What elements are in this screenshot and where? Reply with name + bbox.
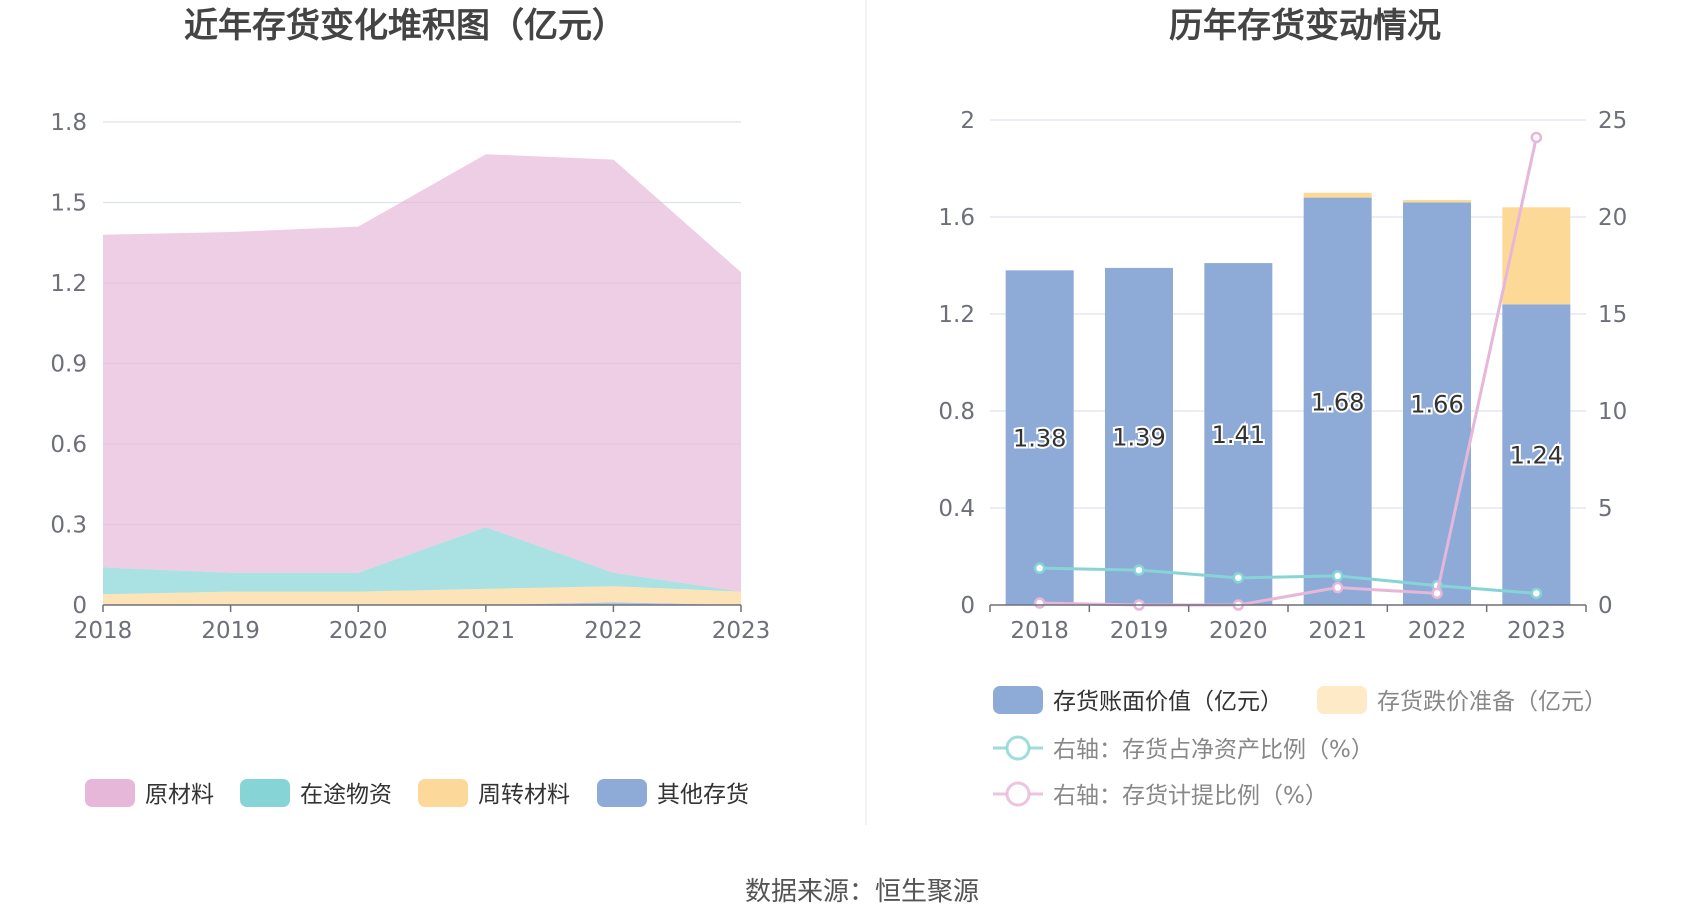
line-point <box>1033 597 1046 609</box>
left-legend-swatch <box>597 779 647 807</box>
left-x-tick-label: 2021 <box>457 618 516 644</box>
line-point <box>1530 131 1543 144</box>
line-point <box>1530 587 1543 600</box>
right-x-tick-label: 2023 <box>1507 618 1566 644</box>
right-y-tick-label: 2 <box>960 108 975 134</box>
left-y-tick-label: 1.5 <box>50 191 87 217</box>
right-y-tick-label: 0.4 <box>938 496 975 522</box>
left-y-tick-label: 1.2 <box>50 271 87 297</box>
area-1 <box>103 586 741 605</box>
right-x-tick-label: 2021 <box>1308 618 1367 644</box>
bar-data-label: 1.24 <box>1510 442 1563 470</box>
right-x-tick-label: 2018 <box>1010 618 1069 644</box>
right-y2-tick-label: 0 <box>1598 593 1613 619</box>
right-x-tick-label: 2020 <box>1209 618 1268 644</box>
bar-data-label: 1.68 <box>1311 388 1364 416</box>
left-x-tick-label: 2020 <box>329 618 388 644</box>
right-y-tick-label: 0 <box>960 593 975 619</box>
left-legend-item[interactable]: 周转材料 <box>418 779 570 808</box>
right-legend-swatch <box>993 686 1043 714</box>
bar-data-label: 1.41 <box>1212 421 1265 449</box>
bar-book-value <box>1005 270 1074 605</box>
bar-data-label: 1.66 <box>1410 391 1463 419</box>
right-legend-swatch <box>1317 686 1367 714</box>
bar-reserve <box>1403 200 1471 203</box>
left-legend-label: 其他存货 <box>657 782 749 808</box>
left-y-tick-label: 1.8 <box>50 110 87 136</box>
area-3 <box>103 154 741 592</box>
line-point <box>1331 570 1344 582</box>
right-y2-tick-label: 20 <box>1598 205 1627 231</box>
left-y-tick-label: 0.9 <box>50 352 87 378</box>
left-x-tick-label: 2018 <box>74 618 133 644</box>
right-chart-title: 历年存货变动情况 <box>1169 6 1441 46</box>
right-legend-item[interactable]: 右轴：存货计提比例（%） <box>993 781 1328 809</box>
bar-book-value <box>1204 263 1273 605</box>
right-y-tick-label: 1.2 <box>938 302 975 328</box>
left-axis: 2018 2019 2020 2021 2022 2023 <box>74 604 771 644</box>
right-legend-label: 右轴：存货占净资产比例（%） <box>1053 737 1374 763</box>
right-legend-marker <box>1005 781 1031 807</box>
right-y2-tick-label: 10 <box>1598 399 1627 425</box>
right-x-tick-label: 2022 <box>1408 618 1467 644</box>
bar-data-label: 1.38 <box>1013 425 1066 453</box>
left-legend-label: 周转材料 <box>478 782 570 808</box>
data-source-note: 数据来源：恒生聚源 <box>745 877 979 907</box>
right-legend-item[interactable]: 存货跌价准备（亿元） <box>1317 686 1607 715</box>
left-legend: 原材料 在途物资 周转材料 其他存货 <box>85 779 749 808</box>
right-legend-item[interactable]: 右轴：存货占净资产比例（%） <box>993 735 1374 763</box>
left-legend-label: 原材料 <box>145 782 214 808</box>
left-y-tick-label: 0.6 <box>50 432 87 458</box>
right-y2-tick-label: 15 <box>1598 302 1627 328</box>
left-x-tick-label: 2023 <box>712 618 771 644</box>
right-y2-tick-label: 25 <box>1598 108 1627 134</box>
bar-book-value <box>1502 304 1571 605</box>
right-y-tick-label: 1.6 <box>938 205 975 231</box>
right-legend-item[interactable]: 存货账面价值（亿元） <box>993 686 1283 715</box>
left-legend-item[interactable]: 其他存货 <box>597 779 749 808</box>
line-point <box>1033 562 1046 574</box>
right-y-tick-label: 0.8 <box>938 399 975 425</box>
line-point <box>1232 572 1245 584</box>
left-x-tick-label: 2022 <box>584 618 643 644</box>
left-legend-swatch <box>85 779 135 807</box>
bar-book-value <box>1403 202 1471 605</box>
right-legend-marker <box>1005 735 1031 761</box>
bar-reserve <box>1303 192 1372 198</box>
stacked-area-chart: 近年存货变化堆积图（亿元） 00.30.60.91.21.51.8 2018 20… <box>50 6 770 808</box>
left-legend-swatch <box>240 779 290 807</box>
bar-reserve <box>1502 207 1571 305</box>
bar-book-value <box>1105 267 1173 605</box>
left-chart-title: 近年存货变化堆积图（亿元） <box>184 6 626 46</box>
left-areas <box>103 154 741 605</box>
left-legend-label: 在途物资 <box>300 782 392 808</box>
left-legend-item[interactable]: 在途物资 <box>240 779 392 808</box>
right-y2-tick-label: 5 <box>1598 496 1613 522</box>
right-legend: 存货账面价值（亿元） 存货跌价准备（亿元）右轴：存货占净资产比例（%） 右轴：存货计… <box>993 686 1607 809</box>
line-series-0 <box>1039 566 1537 595</box>
right-legend-label: 右轴：存货计提比例（%） <box>1053 783 1328 809</box>
bar-data-label: 1.39 <box>1112 423 1165 451</box>
right-x-tick-label: 2019 <box>1110 618 1169 644</box>
right-bars: 1.38 1.39 1.41 1.68 1.66 1.24 <box>1005 192 1571 605</box>
left-legend-swatch <box>418 779 468 807</box>
left-y-tick-label: 0 <box>72 593 87 619</box>
line-point <box>1133 564 1145 576</box>
line-point <box>1331 581 1344 594</box>
right-legend-label: 存货跌价准备（亿元） <box>1377 689 1607 715</box>
left-y-tick-label: 0.3 <box>50 513 87 539</box>
left-x-tick-label: 2019 <box>201 618 260 644</box>
area-2 <box>103 527 741 595</box>
right-legend-label: 存货账面价值（亿元） <box>1053 689 1283 715</box>
left-legend-item[interactable]: 原材料 <box>85 779 214 808</box>
bar-book-value <box>1303 197 1372 605</box>
right-axis: 2018 2019 2020 2021 2022 2023 <box>989 604 1587 644</box>
line-point <box>1431 587 1443 600</box>
